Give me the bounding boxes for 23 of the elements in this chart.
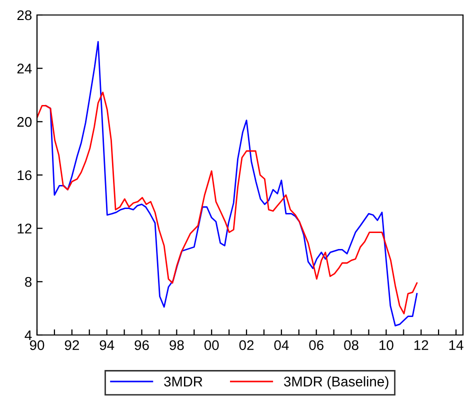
y-tick-label: 16 [18, 170, 32, 180]
legend-label: 3MDR [164, 376, 202, 386]
y-tick-label: 8 [25, 277, 32, 287]
x-tick-label: 02 [239, 340, 254, 350]
x-tick-label: 08 [344, 340, 358, 350]
x-tick-label: 00 [204, 340, 219, 350]
legend-label: 3MDR (Baseline) [284, 376, 388, 390]
y-tick-label: 20 [17, 117, 32, 127]
y-tick-label: 4 [24, 330, 32, 340]
x-tick-label: 12 [414, 340, 428, 350]
x-tick-label: 90 [30, 340, 44, 350]
line-series [37, 92, 418, 314]
x-tick-label: 98 [170, 340, 184, 350]
x-tick-label: 94 [100, 340, 114, 350]
x-tick-label: 96 [134, 340, 149, 350]
x-tick-label: 06 [309, 340, 324, 350]
y-tick-label: 28 [17, 10, 32, 20]
x-tick-label: 04 [274, 340, 289, 350]
x-tick-label: 10 [380, 340, 394, 350]
x-tick-label: 14 [449, 340, 464, 350]
x-tick-label: 92 [64, 340, 79, 350]
y-tick-label: 12 [18, 224, 32, 234]
y-tick-label: 24 [17, 64, 32, 74]
